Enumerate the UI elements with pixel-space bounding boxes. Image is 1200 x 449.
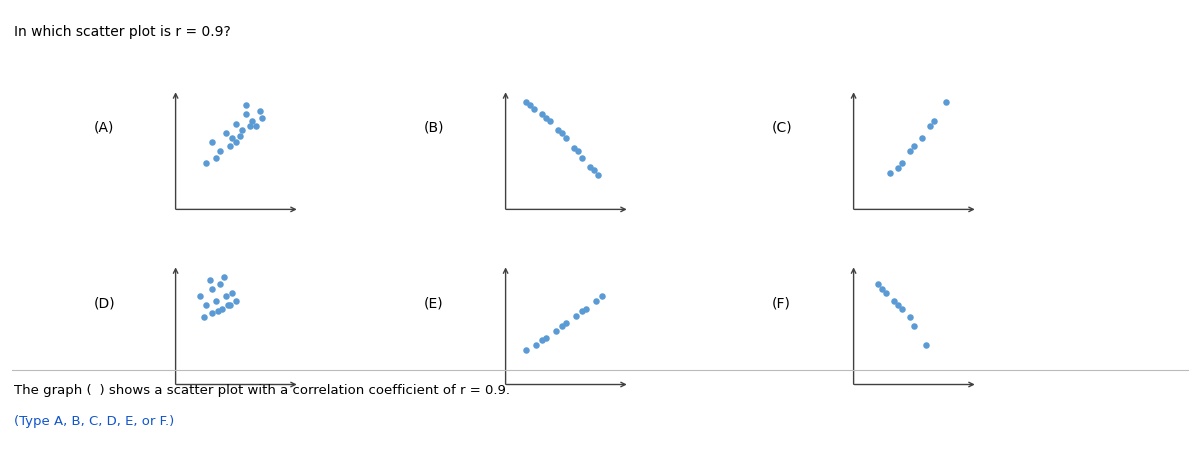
Text: (E): (E) — [424, 296, 443, 310]
Point — [532, 337, 551, 344]
Point — [566, 313, 586, 320]
Point — [206, 298, 226, 305]
Point — [586, 298, 605, 305]
Point — [536, 335, 556, 342]
Point — [196, 301, 215, 308]
Text: (B): (B) — [424, 121, 444, 135]
Point — [916, 342, 935, 349]
Point — [222, 135, 241, 142]
Point — [576, 305, 595, 312]
Point — [880, 169, 899, 176]
Point — [540, 118, 559, 125]
Point — [572, 308, 592, 315]
Point — [888, 164, 907, 172]
Point — [920, 123, 940, 130]
Point — [216, 130, 235, 137]
Point — [572, 154, 592, 162]
Point — [588, 172, 607, 179]
Point — [226, 138, 245, 145]
Point — [208, 308, 227, 315]
Point — [912, 135, 931, 142]
Point — [868, 281, 887, 288]
Point — [526, 342, 545, 349]
Point — [536, 114, 556, 121]
Point — [218, 301, 238, 308]
Point — [892, 305, 911, 312]
Point — [210, 281, 229, 288]
Point — [250, 108, 269, 115]
Point — [876, 289, 895, 296]
Text: (D): (D) — [94, 296, 115, 310]
Point — [214, 273, 233, 280]
Point — [230, 132, 250, 140]
Point — [236, 102, 256, 109]
Point — [904, 142, 923, 150]
Text: (Type A, B, C, D, E, or F.): (Type A, B, C, D, E, or F.) — [14, 415, 175, 428]
Point — [524, 106, 544, 113]
Point — [556, 135, 575, 142]
Point — [220, 301, 239, 308]
Point — [924, 118, 943, 125]
Point — [242, 118, 262, 125]
Point — [888, 301, 907, 308]
Point — [548, 126, 568, 133]
Point — [194, 313, 214, 321]
Point — [236, 110, 256, 118]
Point — [904, 322, 923, 329]
Text: (F): (F) — [772, 296, 791, 310]
Point — [206, 154, 226, 162]
Point — [240, 123, 259, 130]
Point — [592, 293, 611, 300]
Text: (C): (C) — [772, 121, 792, 135]
Point — [216, 293, 235, 300]
Point — [226, 298, 245, 305]
Point — [900, 147, 919, 154]
Point — [226, 120, 245, 127]
Point — [202, 286, 221, 293]
Point — [584, 167, 604, 174]
Point — [556, 320, 575, 327]
Point — [200, 277, 220, 284]
Point — [892, 159, 911, 167]
Point — [580, 163, 599, 170]
Point — [516, 98, 535, 105]
Point — [202, 138, 221, 145]
Point — [196, 159, 215, 167]
Text: (A): (A) — [94, 121, 114, 135]
Point — [532, 110, 551, 118]
Point — [220, 142, 239, 150]
Text: In which scatter plot is r = 0.9?: In which scatter plot is r = 0.9? — [14, 25, 232, 39]
Point — [212, 305, 232, 312]
Point — [564, 145, 583, 152]
Point — [568, 147, 587, 154]
Text: The graph (   ) shows a scatter plot with a correlation coefficient of r = 0.9.: The graph ( ) shows a scatter plot with … — [14, 384, 510, 397]
Point — [936, 98, 955, 105]
Point — [552, 322, 571, 329]
Point — [552, 130, 571, 137]
Point — [210, 147, 229, 154]
Point — [222, 289, 241, 296]
Point — [232, 126, 251, 133]
Point — [520, 102, 539, 109]
Point — [252, 114, 271, 121]
Point — [246, 123, 265, 130]
Point — [884, 298, 904, 305]
Point — [202, 310, 221, 317]
Point — [546, 327, 565, 334]
Point — [900, 313, 919, 321]
Point — [516, 347, 535, 354]
Point — [190, 293, 209, 300]
Point — [872, 286, 892, 293]
